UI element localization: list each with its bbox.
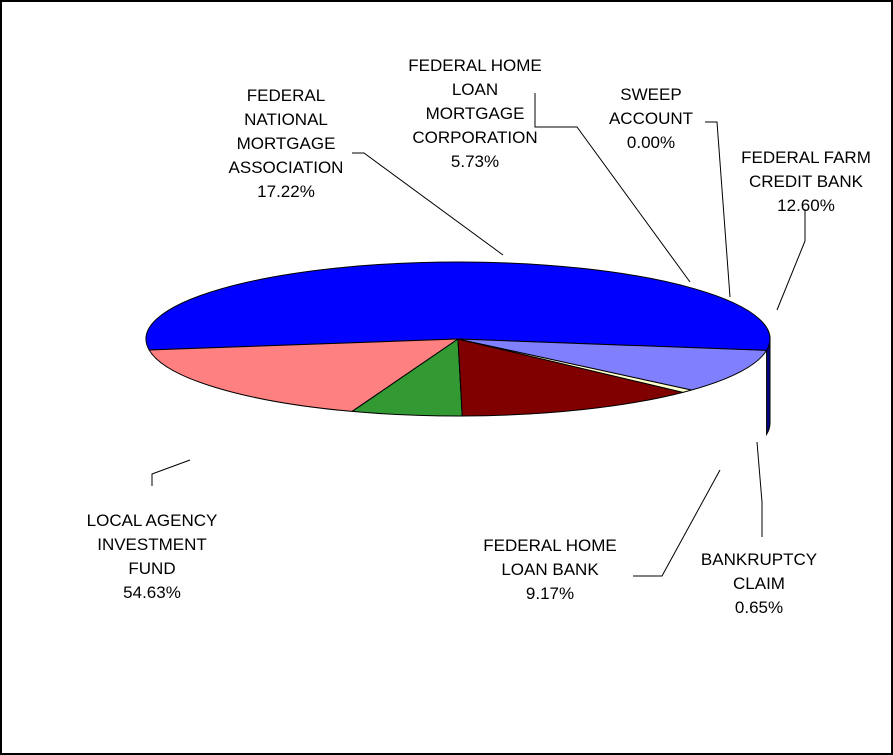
pie-labels: LOCAL AGENCY INVESTMENT FUND 54.63% FEDERAL N… bbox=[87, 56, 871, 617]
slice-percent: 9.17% bbox=[526, 584, 574, 603]
slice-federal-farm-credit-bank bbox=[457, 338, 684, 417]
slice-label-line: LOAN BANK bbox=[501, 560, 599, 579]
leader-line bbox=[534, 93, 691, 283]
slice-percent: 12.60% bbox=[777, 196, 835, 215]
leader-line bbox=[776, 209, 806, 311]
slice-label-line: NATIONAL bbox=[244, 110, 328, 129]
slice-label-line: INVESTMENT bbox=[97, 535, 207, 554]
leader-line bbox=[633, 469, 721, 577]
label-federal-national-mortgage-association: FEDERAL NATIONAL MORTGAGE ASSOCIATION 17.22% bbox=[229, 86, 504, 256]
slice-label-line: CORPORATION bbox=[412, 128, 537, 147]
pie-sides bbox=[766, 338, 771, 437]
label-federal-home-loan-bank: FEDERAL HOME LOAN BANK 9.17% bbox=[483, 469, 721, 603]
leader-line bbox=[756, 441, 763, 537]
label-bankruptcy-claim: BANKRUPTCY CLAIM 0.65% bbox=[701, 441, 817, 617]
slice-label-line: FEDERAL HOME bbox=[408, 56, 542, 75]
pie-tops bbox=[145, 261, 771, 417]
slice-label-line: MORTGAGE bbox=[237, 134, 336, 153]
slice-local-agency-investment-fund bbox=[145, 261, 771, 351]
slice-label-line: SWEEP bbox=[620, 85, 681, 104]
slice-federal-national-mortgage-association bbox=[148, 338, 459, 412]
slice-label-line: CLAIM bbox=[733, 574, 785, 593]
leader-line bbox=[151, 459, 191, 486]
slice-percent: 17.22% bbox=[257, 182, 315, 201]
label-federal-home-loan-mortgage-corporation: FEDERAL HOME LOAN MORTGAGE CORPORATION 5.73% bbox=[408, 56, 691, 283]
slice-percent: 54.63% bbox=[123, 583, 181, 602]
slice-percent: 0.00% bbox=[627, 133, 675, 152]
leader-line bbox=[352, 152, 504, 256]
leader-line bbox=[705, 121, 731, 298]
slice-label-line: FUND bbox=[128, 559, 175, 578]
slice-label-line: ASSOCIATION bbox=[229, 158, 344, 177]
slice-label-line: ACCOUNT bbox=[609, 109, 693, 128]
slice-percent: 5.73% bbox=[451, 152, 499, 171]
label-sweep-account: SWEEP ACCOUNT 0.00% bbox=[609, 85, 731, 298]
slice-label-line: FEDERAL HOME bbox=[483, 536, 617, 555]
slice-percent: 0.65% bbox=[735, 598, 783, 617]
slice-federal-home-loan-bank bbox=[457, 338, 768, 391]
slice-label-line: FEDERAL bbox=[247, 86, 325, 105]
slice-label-line: LOAN bbox=[452, 80, 498, 99]
slice-label-line: LOCAL AGENCY bbox=[87, 511, 218, 530]
slice-label-line: FEDERAL FARM bbox=[741, 148, 871, 167]
slice-label-line: BANKRUPTCY bbox=[701, 550, 817, 569]
slice-label-line: CREDIT BANK bbox=[749, 172, 864, 191]
slice-label-line: MORTGAGE bbox=[426, 104, 525, 123]
label-local-agency-investment-fund: LOCAL AGENCY INVESTMENT FUND 54.63% bbox=[87, 459, 218, 602]
slice-side-local-agency-investment-fund bbox=[766, 338, 771, 437]
label-federal-farm-credit-bank: FEDERAL FARM CREDIT BANK 12.60% bbox=[741, 148, 871, 311]
